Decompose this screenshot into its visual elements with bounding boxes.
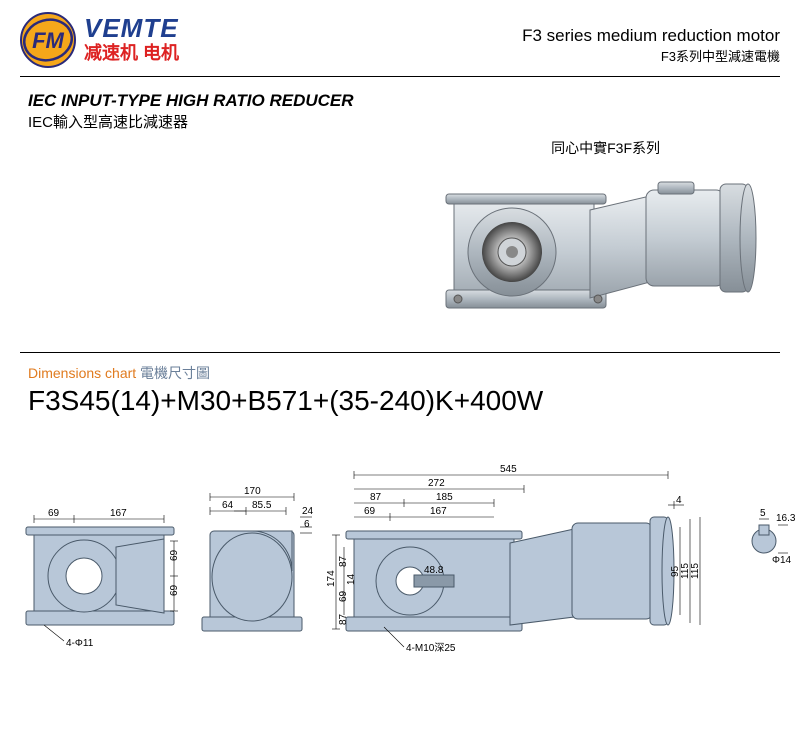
dim-v3-h1: 87 bbox=[338, 555, 349, 567]
dim-v3-sub5: 167 bbox=[430, 506, 447, 517]
title-block: IEC INPUT-TYPE HIGH RATIO REDUCER IEC輸入型… bbox=[0, 77, 800, 132]
dim-title-cn: 電機尺寸圖 bbox=[140, 365, 210, 381]
dim-v2-w2: 85.5 bbox=[252, 500, 272, 511]
brand-name-cn: 减速机 电机 bbox=[84, 43, 179, 65]
dim-v2-w1: 64 bbox=[222, 500, 234, 511]
dim-v3-rh3: 115 bbox=[690, 563, 701, 579]
dim-v1-w1: 69 bbox=[48, 508, 60, 519]
dim-v3-sub3: 87 bbox=[370, 492, 382, 503]
dim-v2-w: 170 bbox=[244, 486, 261, 497]
logo: FM VEMTE 减速机 电机 bbox=[20, 12, 179, 68]
dim-v1-h1: 69 bbox=[169, 549, 180, 561]
dim-v3-shaft: 48.8 bbox=[424, 565, 444, 576]
dim-v3-ft: 4 bbox=[676, 495, 682, 506]
dim-v1-h2: 69 bbox=[169, 584, 180, 596]
dim-v3-sub2: 185 bbox=[436, 492, 453, 503]
series-en: F3 series medium reduction motor bbox=[522, 26, 780, 46]
dim-v4-key2: 5 bbox=[760, 508, 766, 519]
dimensions-block: Dimensions chart 電機尺寸圖 F3S45(14)+M30+B57… bbox=[0, 353, 800, 417]
dim-v3-h4: 87 bbox=[338, 613, 349, 625]
dim-v3-total: 545 bbox=[500, 464, 517, 475]
dim-v3-ht: 174 bbox=[326, 570, 337, 587]
series-block: F3 series medium reduction motor F3系列中型減… bbox=[522, 12, 780, 65]
product-label: 同心中實F3F系列 bbox=[551, 138, 660, 158]
brand-name-en: VEMTE bbox=[84, 15, 179, 41]
dim-v3-h2: 69 bbox=[338, 590, 349, 602]
drawings: 69 167 69 69 4-Φ11 170 64 85.5 24 6 bbox=[0, 457, 800, 697]
dim-v1-holes: 4-Φ11 bbox=[66, 638, 94, 649]
dim-v4-d: Φ14 bbox=[772, 555, 792, 566]
drawing-view-3: 545 272 87 185 69 167 4 48.8 174 87 69 1… bbox=[324, 457, 744, 667]
dim-v4-key: 16.3 bbox=[776, 513, 796, 524]
product-area: 同心中實F3F系列 bbox=[0, 132, 800, 352]
dim-v1-w2: 167 bbox=[110, 508, 127, 519]
dim-v3-holes: 4-M10深25 bbox=[406, 642, 456, 654]
model-line: F3S45(14)+M30+B571+(35-240)K+400W bbox=[28, 385, 772, 417]
header: FM VEMTE 减速机 电机 F3 series medium reducti… bbox=[0, 0, 800, 68]
title-en: IEC INPUT-TYPE HIGH RATIO REDUCER bbox=[28, 91, 772, 111]
logo-text: VEMTE 减速机 电机 bbox=[84, 15, 179, 65]
dim-title-en: Dimensions chart bbox=[28, 365, 136, 381]
title-cn: IEC輸入型高速比減速器 bbox=[28, 111, 772, 132]
drawing-view-4: 16.3 5 Φ14 bbox=[740, 501, 796, 571]
product-render bbox=[440, 160, 770, 330]
dim-v3-sub1: 272 bbox=[428, 478, 445, 489]
dim-v3-sub4: 69 bbox=[364, 506, 376, 517]
dimensions-title: Dimensions chart 電機尺寸圖 bbox=[28, 363, 772, 383]
dim-v2-t1: 24 bbox=[302, 506, 314, 517]
logo-badge: FM bbox=[20, 12, 76, 68]
series-cn: F3系列中型減速電機 bbox=[522, 46, 780, 65]
svg-text:FM: FM bbox=[32, 28, 64, 53]
drawing-view-2: 170 64 85.5 24 6 bbox=[192, 477, 322, 657]
dim-v3-h3: 14 bbox=[346, 573, 357, 585]
dim-v2-t2: 6 bbox=[304, 519, 310, 530]
drawing-view-1: 69 167 69 69 4-Φ11 bbox=[14, 491, 184, 661]
